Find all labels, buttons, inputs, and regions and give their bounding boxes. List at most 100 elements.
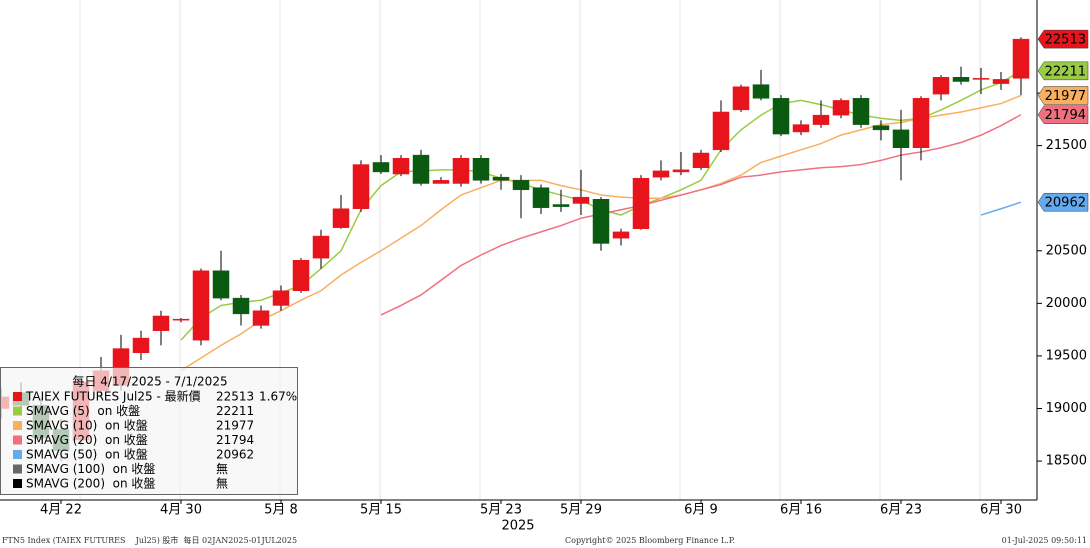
legend-box [0,367,298,495]
y-tick-label: 19000 [1046,401,1087,416]
legend-title: 每日 4/17/2025 - 7/1/2025 [72,374,227,389]
candle-body [912,98,930,148]
y-tick-label: 20500 [1046,243,1087,258]
legend-swatch [13,435,22,445]
candle-body [352,164,370,209]
legend-value: 21977 [216,419,254,433]
candle-body [872,125,890,131]
candle-body [692,152,710,168]
candle-body [252,310,270,326]
legend-value: 20962 [216,448,254,462]
candle-body [212,270,230,299]
candle-body [972,78,990,80]
candle-body [292,260,310,291]
candle-body [812,114,830,125]
price-tag-label: 21794 [1045,108,1086,123]
legend-value: 無 [216,476,228,491]
candle-body [892,129,910,148]
legend-label: SMAVG (10) on 收盤 [26,419,148,433]
y-tick-label: 19500 [1046,348,1087,363]
legend-label: SMAVG (5) on 收盤 [26,404,140,418]
ma-line [980,201,1022,216]
candle-body [312,235,330,259]
price-tag-label: 20962 [1045,196,1086,211]
y-tick-label: 18500 [1046,454,1087,469]
candle-body [572,196,590,204]
price-tag [1037,61,1089,81]
x-tick-label: 5月 8 [264,503,298,518]
candle-body [272,290,290,306]
x-tick-label: 5月 15 [360,503,402,518]
footer-right: 01-Jul-2025 09:50:11 [1002,536,1087,545]
axes: 2025 18500190001950020000205002150022000… [0,0,1087,534]
candle-body [752,84,770,99]
candle-body [432,180,450,184]
x-tick-label: 4月 22 [40,503,82,518]
price-tag [1037,29,1089,49]
candle-body [672,169,690,173]
price-tag [1037,192,1089,212]
candle-body [852,98,870,125]
x-tick-label: 5月 29 [560,503,602,518]
price-tag-label: 22513 [1045,33,1086,48]
x-tick-label: 6月 30 [980,503,1022,518]
candle-body [732,86,750,111]
candle-body [512,180,530,191]
candle-body [332,208,350,228]
price-tag-label: 22211 [1045,64,1086,79]
y-tick-label: 21500 [1046,138,1087,153]
legend: 每日 4/17/2025 - 7/1/2025 TAIEX FUTURES Ju… [0,367,298,495]
candle-body [412,154,430,184]
candle-body [952,77,970,82]
x-tick-label: 6月 9 [684,503,718,518]
candle-body [232,297,250,315]
candle-body [172,318,190,321]
legend-value: 22513 [216,390,254,404]
candle-body [552,204,570,207]
candle-body [452,158,470,184]
candle-body [832,100,850,116]
legend-label: SMAVG (100) on 收盤 [26,462,155,476]
price-tags: 22513 22211 21977 21794 20962 [1037,29,1089,212]
price-tag [1037,86,1089,105]
candle-body [632,177,650,229]
x-year: 2025 [501,519,534,534]
legend-label: SMAVG (200) on 收盤 [26,477,155,491]
candle-body [612,231,630,239]
ma-line [380,114,1022,316]
candle-body [372,162,390,173]
candle-body [192,270,210,341]
candle-body [392,158,410,175]
candle-body [792,124,810,133]
legend-swatch [13,479,22,488]
candle-body [532,187,550,208]
legend-value: 無 [216,461,228,476]
candle-body [1012,38,1030,79]
legend-swatch [13,450,22,459]
candle-body [492,176,510,181]
footer-center: Copyright© 2025 Bloomberg Finance L.P. [565,536,735,545]
candle-body [132,337,150,354]
legend-value: 22211 [216,404,254,418]
legend-swatch [13,406,22,416]
x-tick-label: 6月 23 [880,503,922,518]
candle-body [592,199,610,244]
candle-body [932,77,950,95]
legend-swatch [13,421,22,430]
footer-left: FTN5 Index (TAIEX FUTURES Jul25) 股市 每日 0… [2,535,297,545]
legend-swatch [13,464,22,474]
legend-label: TAIEX FUTURES Jul25 - 最新價 [25,389,201,404]
x-tick-label: 5月 23 [480,503,522,518]
candle-body [472,158,490,181]
candle-body [712,111,730,151]
legend-value: 21794 [216,433,254,447]
price-tag [1037,105,1089,124]
legend-label: SMAVG (50) on 收盤 [26,448,148,462]
candle-body [992,79,1010,84]
price-tag-label: 21977 [1045,89,1086,104]
grid [79,0,981,500]
legend-swatch [13,392,22,401]
x-tick-label: 6月 16 [780,503,822,518]
x-tick-label: 4月 30 [160,503,202,518]
